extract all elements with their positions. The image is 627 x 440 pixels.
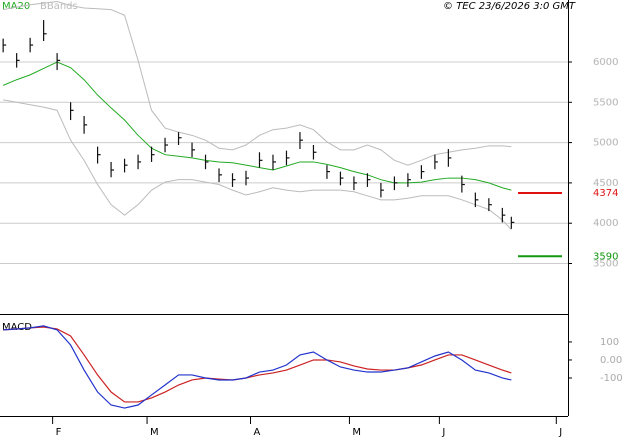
macd-title: MACD (2, 322, 32, 333)
x-tick-label: J (441, 427, 445, 438)
level-label: 4374 (593, 188, 618, 199)
y-tick-label: 5500 (593, 97, 618, 108)
y-tick-label: 4000 (593, 218, 618, 229)
bb-lower (3, 99, 512, 230)
x-tick-label: M (352, 427, 361, 438)
x-tick-label: F (56, 427, 62, 438)
y-tick-label: 4500 (593, 178, 618, 189)
legend-ma: MA20 (2, 1, 30, 12)
y-tick-label: 5000 (593, 138, 618, 149)
bb-upper (3, 1, 512, 166)
level-label: 3590 (593, 251, 618, 262)
macd-y-tick-label: 0.00 (600, 355, 622, 366)
macd-y-tick-label: 100 (600, 337, 619, 348)
macd-line (3, 325, 512, 409)
ma20-line (2, 61, 512, 191)
header: © TEC 23/6/2026 3:0 GMT (443, 1, 576, 12)
signal-line (3, 326, 512, 403)
legend-bb: BBands (40, 1, 78, 12)
x-tick-label: M (150, 427, 159, 438)
y-tick-label: 6000 (593, 57, 618, 68)
x-tick-label: J (558, 427, 562, 438)
macd-y-tick-label: -100 (600, 373, 623, 384)
x-tick-label: A (253, 427, 260, 438)
y-tick-label: 3500 (593, 259, 618, 270)
